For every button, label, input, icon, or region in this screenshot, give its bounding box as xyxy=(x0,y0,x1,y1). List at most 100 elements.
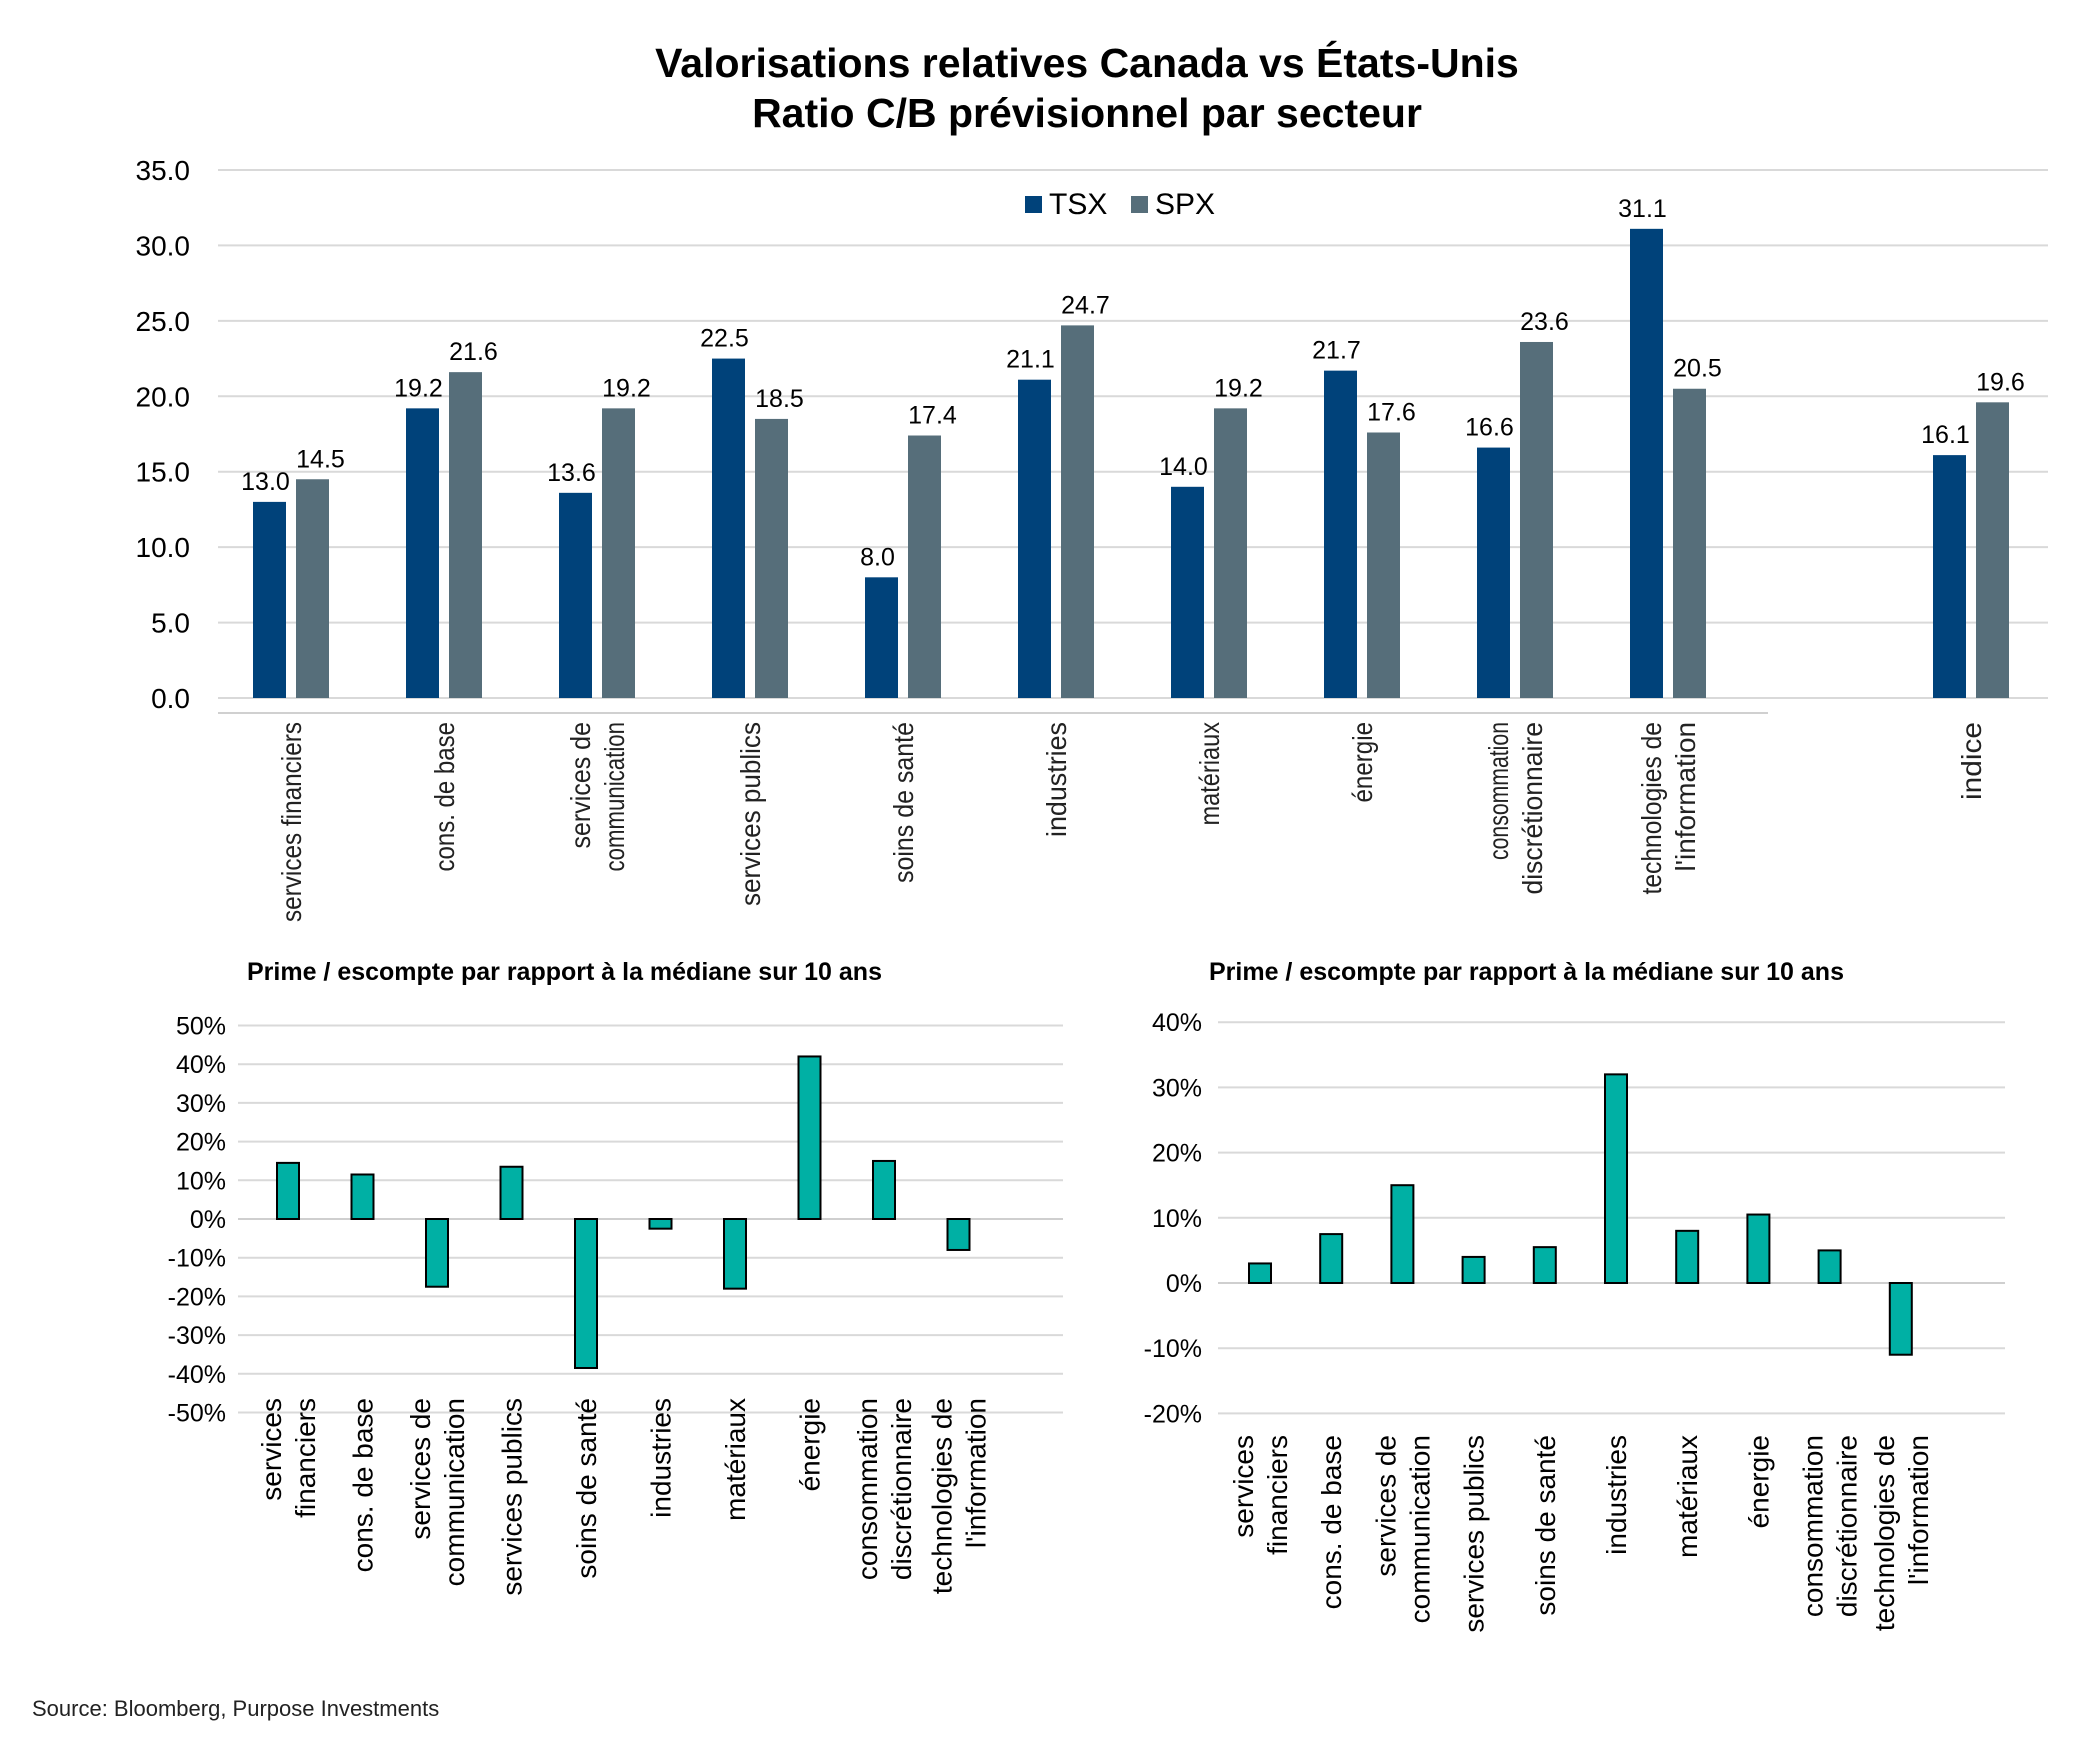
main-y-tick-label: 0.0 xyxy=(151,683,190,714)
main-y-tick-label: 30.0 xyxy=(136,230,191,261)
right-category-label: cons. de base xyxy=(1316,1435,1347,1609)
right-bar xyxy=(1817,1249,1842,1285)
right-category-label: industries xyxy=(1601,1435,1632,1555)
main-data-label-tsx: 19.2 xyxy=(394,374,443,402)
main-data-label-tsx: 21.1 xyxy=(1006,346,1055,374)
left-category-label: soins de santé xyxy=(571,1398,602,1579)
left-y-tick-label: 30% xyxy=(176,1090,226,1118)
right-bar xyxy=(1604,1073,1628,1284)
main-category-label: technologies de xyxy=(1636,722,1667,895)
left-y-tick-label: -50% xyxy=(168,1400,226,1428)
right-subchart-title: Prime / escompte par rapport à la médian… xyxy=(1209,958,1844,986)
main-y-tick-label: 5.0 xyxy=(151,608,190,639)
left-bar xyxy=(499,1165,524,1221)
right-category-label: financiers xyxy=(1262,1435,1293,1555)
left-y-tick-label: 50% xyxy=(176,1013,226,1041)
main-bar-tsx xyxy=(1477,447,1510,698)
right-bar xyxy=(1390,1184,1415,1284)
main-data-label-spx: 20.5 xyxy=(1673,355,1722,383)
left-category-label: discrétionnaire xyxy=(886,1398,917,1580)
left-y-tick-label: -40% xyxy=(168,1361,226,1389)
right-category-label: technologies de xyxy=(1869,1435,1900,1631)
left-category-label: communication xyxy=(439,1398,470,1586)
main-y-tick-label: 35.0 xyxy=(136,155,191,186)
left-category-label: financiers xyxy=(290,1398,321,1518)
main-bar-spx xyxy=(1214,408,1247,698)
main-data-label-tsx: 13.0 xyxy=(241,468,290,496)
main-bar-tsx xyxy=(1171,486,1204,698)
right-category-label: services xyxy=(1228,1435,1259,1538)
left-subchart-title: Prime / escompte par rapport à la médian… xyxy=(247,958,882,986)
right-bar xyxy=(1532,1246,1557,1285)
left-bar xyxy=(425,1218,449,1288)
left-category-label: services xyxy=(256,1398,287,1501)
main-data-label-tsx: 14.0 xyxy=(1159,453,1208,481)
main-title-line2: Ratio C/B prévisionnel par secteur xyxy=(752,90,1422,136)
right-bar xyxy=(1888,1282,1913,1356)
right-bar xyxy=(1319,1233,1344,1284)
main-category-label: communication xyxy=(599,722,630,872)
left-category-label: industries xyxy=(646,1398,677,1518)
right-y-tick-label: 10% xyxy=(1152,1205,1202,1233)
main-bar-spx xyxy=(296,479,329,698)
left-category-label: consommation xyxy=(852,1398,883,1580)
main-bar-tsx xyxy=(712,358,745,698)
left-category-label: cons. de base xyxy=(348,1398,379,1572)
main-bar-tsx xyxy=(865,577,898,698)
main-y-tick-label: 20.0 xyxy=(136,381,191,412)
main-y-tick-label: 15.0 xyxy=(136,457,191,488)
main-data-label-tsx: 13.6 xyxy=(547,459,596,487)
main-category-label: services financiers xyxy=(276,722,307,922)
left-bar xyxy=(574,1218,598,1369)
left-bar xyxy=(723,1218,747,1290)
left-bar xyxy=(872,1159,896,1220)
left-category-label: l'information xyxy=(961,1398,992,1548)
left-category-label: services de xyxy=(405,1398,436,1540)
main-category-label: soins de santé xyxy=(888,722,919,883)
legend-label-tsx: TSX xyxy=(1049,188,1107,221)
main-bar-spx xyxy=(449,372,482,698)
main-data-label-tsx: 8.0 xyxy=(860,543,895,571)
left-bar xyxy=(350,1173,375,1220)
right-bar xyxy=(1248,1262,1272,1284)
main-data-label-spx: 17.6 xyxy=(1367,398,1416,426)
main-bar-tsx xyxy=(1018,379,1051,698)
right-category-label: services publics xyxy=(1459,1435,1490,1633)
left-bar xyxy=(648,1218,673,1230)
main-category-label: industries xyxy=(1041,722,1072,837)
main-data-label-tsx: 31.1 xyxy=(1618,195,1667,223)
left-category-label: énergie xyxy=(795,1398,826,1491)
main-category-label: énergie xyxy=(1347,722,1378,803)
main-data-label-spx: 19.2 xyxy=(1214,374,1263,402)
left-bar xyxy=(946,1218,971,1251)
main-data-label-spx: 24.7 xyxy=(1061,291,1110,319)
main-category-label: consommation xyxy=(1483,722,1514,860)
main-bar-spx xyxy=(755,418,788,698)
main-category-label: cons. de base xyxy=(429,722,460,872)
left-y-tick-label: 10% xyxy=(176,1167,226,1195)
left-y-tick-label: -30% xyxy=(168,1322,226,1350)
right-y-tick-label: -10% xyxy=(1144,1335,1202,1363)
main-bar-spx xyxy=(602,408,635,698)
main-category-label: services de xyxy=(565,722,596,849)
legend-label-spx: SPX xyxy=(1155,188,1215,221)
right-y-tick-label: 40% xyxy=(1152,1009,1202,1037)
main-title-line1: Valorisations relatives Canada vs États-… xyxy=(655,40,1519,86)
main-bar-spx xyxy=(908,435,941,698)
legend-swatch-tsx xyxy=(1025,196,1042,213)
left-category-label: matériaux xyxy=(720,1398,751,1521)
right-category-label: discrétionnaire xyxy=(1832,1435,1863,1617)
left-bar xyxy=(797,1055,822,1220)
right-bar xyxy=(1461,1255,1486,1285)
main-category-label: discrétionnaire xyxy=(1517,722,1548,895)
left-bar xyxy=(276,1161,300,1221)
main-data-label-spx: 18.5 xyxy=(755,385,804,413)
right-y-tick-label: 0% xyxy=(1166,1270,1202,1298)
right-category-label: communication xyxy=(1404,1435,1435,1623)
left-category-label: services publics xyxy=(497,1398,528,1596)
left-category-label: technologies de xyxy=(927,1398,958,1594)
right-category-label: soins de santé xyxy=(1530,1435,1561,1616)
right-bar xyxy=(1675,1229,1700,1284)
legend-swatch-spx xyxy=(1131,196,1148,213)
